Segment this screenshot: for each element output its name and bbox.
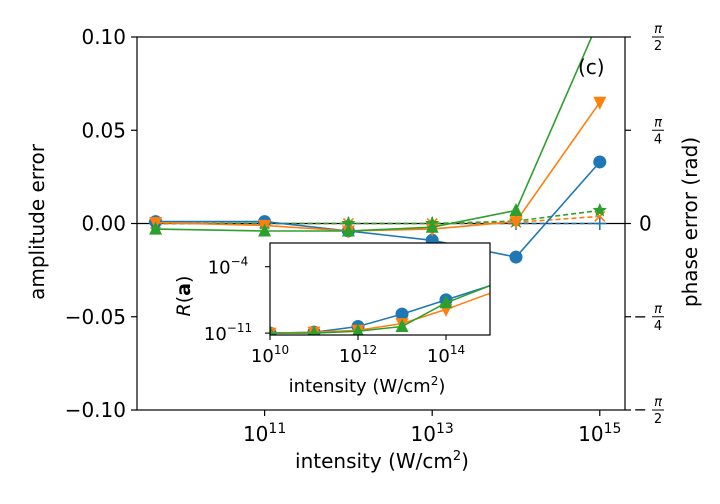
inset-series-3-point bbox=[395, 318, 409, 332]
amplitude-series-line-1 bbox=[155, 161, 601, 258]
panel-label: (c) bbox=[578, 55, 605, 79]
inset-x-tick-label-exp: 10 bbox=[274, 343, 289, 357]
y2-tick-label: π2 bbox=[652, 22, 664, 54]
inset-background bbox=[270, 243, 490, 335]
inset-y-tick-label-base: 10 bbox=[208, 258, 231, 279]
amplitude-series-2-point bbox=[509, 216, 523, 230]
amplitude-series-1-point bbox=[509, 250, 523, 264]
inset-x-tick-label: 1014 bbox=[427, 343, 465, 367]
inset-x-tick-label-base: 10 bbox=[339, 346, 362, 367]
inset-x-tick-label-base: 10 bbox=[251, 346, 274, 367]
y2-tick-label: − π 4 bbox=[634, 302, 664, 334]
y2-tick-denominator: 4 bbox=[654, 319, 662, 334]
inset-series-3-point bbox=[352, 323, 364, 335]
inset-y-tick-label-base: 10 bbox=[204, 324, 227, 345]
x-tick-label-base: 10 bbox=[411, 422, 436, 446]
y2-axis-label: phase error (rad) bbox=[678, 137, 702, 307]
amplitude-series-3-point bbox=[341, 223, 355, 237]
y2-tick-label: − π 2 bbox=[634, 395, 664, 427]
x-tick-label: 1015 bbox=[578, 421, 621, 446]
inset-frame bbox=[269, 242, 491, 336]
x-tick-label-base: 10 bbox=[578, 422, 603, 446]
y2-tick-numerator: π bbox=[654, 22, 662, 37]
inset-x-tick-label-exp: 14 bbox=[450, 343, 465, 357]
amplitude-series-line-2 bbox=[155, 101, 601, 232]
inset-series-1-point bbox=[395, 307, 409, 321]
inset-y-axis-label: R(a) bbox=[173, 276, 195, 317]
y-tick-label: 0.10 bbox=[81, 25, 126, 49]
inset-x-tick-label: 1012 bbox=[339, 343, 377, 367]
inset-y-tick-label: 10−11 bbox=[204, 321, 252, 345]
amplitude-series-3-point bbox=[149, 221, 163, 235]
main-y-ticks: −0.10 −0.05 0.00 0.05 0.10 bbox=[65, 25, 137, 422]
y2-tick-denominator: 2 bbox=[654, 412, 662, 427]
inset-x-tick-label-exp: 12 bbox=[362, 343, 377, 357]
y-tick-label: −0.10 bbox=[65, 398, 126, 422]
inset-series-line-3 bbox=[270, 285, 490, 334]
y2-tick-denominator: 2 bbox=[654, 39, 662, 54]
y2-tick-sign: − bbox=[634, 307, 647, 326]
main-x-ticks: 1011 1013 1015 bbox=[243, 410, 621, 446]
x-tick-label: 1011 bbox=[243, 421, 286, 446]
y-tick-label: −0.05 bbox=[65, 305, 126, 329]
inset-y-tick-label-exp: −11 bbox=[227, 321, 252, 335]
x-tick-label-exp: 13 bbox=[436, 421, 454, 437]
inset-series-3-point bbox=[270, 325, 275, 335]
y2-tick-sign: − bbox=[634, 400, 647, 419]
main-plot: 1011 1013 1015 −0.10−0.050.000.050.10 π2π4… bbox=[25, 11, 702, 473]
y2-tick-numerator: π bbox=[654, 302, 662, 317]
y2-tick-denominator: 4 bbox=[654, 132, 662, 147]
amplitude-series-1-point bbox=[593, 155, 607, 169]
y2-tick-label: π4 bbox=[652, 115, 664, 147]
inset-series-group bbox=[270, 284, 490, 335]
y2-tick-label: 0 bbox=[639, 212, 652, 236]
x-axis-label: intensity (W/cm2) bbox=[295, 449, 469, 473]
y2-tick-numerator: π bbox=[654, 115, 662, 130]
amplitude-series-line-3 bbox=[155, 37, 593, 232]
x-tick-label-base: 10 bbox=[243, 422, 268, 446]
inset-y-tick-label-exp: −4 bbox=[231, 255, 249, 269]
inset-x-axis-label: intensity (W/cm2) bbox=[289, 374, 446, 397]
y2-tick-numerator: π bbox=[654, 395, 662, 410]
phase-series-1-point bbox=[593, 217, 607, 230]
inset-x-tick-label-base: 10 bbox=[427, 346, 450, 367]
amplitude-series-3-point bbox=[425, 219, 439, 233]
phase-series-3-point bbox=[592, 202, 607, 217]
inset-y-tick-label: 10−4 bbox=[208, 255, 249, 279]
phase-series-line-2 bbox=[155, 215, 600, 225]
x-tick-label: 1013 bbox=[411, 421, 454, 446]
amplitude-series-3-point bbox=[593, 11, 606, 24]
phase-series-line-3 bbox=[155, 209, 600, 225]
amplitude-series-2-point bbox=[593, 96, 607, 110]
inset-series-3-point bbox=[309, 325, 319, 335]
amplitude-series-3-point bbox=[509, 202, 523, 216]
x-tick-label-exp: 15 bbox=[604, 421, 622, 437]
main-series-group bbox=[148, 11, 607, 264]
amplitude-series-3-point bbox=[258, 223, 272, 237]
y-tick-label: 0.00 bbox=[81, 212, 126, 236]
x-tick-label-exp: 11 bbox=[268, 421, 286, 437]
inset-series-3-point bbox=[439, 295, 453, 309]
inset-x-ticks: 1010 1012 1014 bbox=[251, 335, 465, 367]
y-axis-label: amplitude error bbox=[25, 143, 49, 300]
y-tick-label: 0.05 bbox=[81, 118, 126, 142]
inset-x-tick-label: 1010 bbox=[251, 343, 289, 367]
